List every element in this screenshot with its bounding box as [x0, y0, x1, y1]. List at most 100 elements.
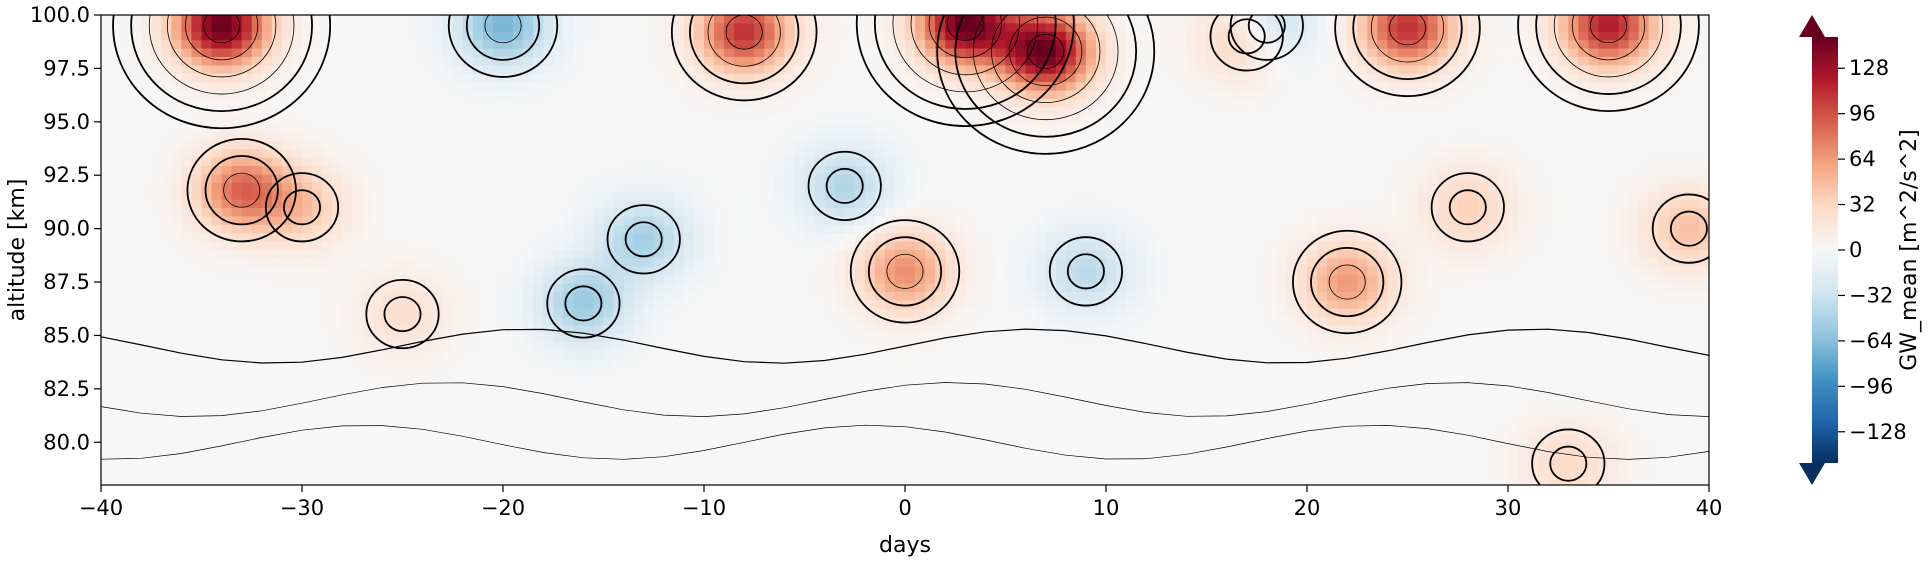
heatmap-cell — [874, 15, 886, 24]
heatmap-cell — [523, 342, 534, 352]
heatmap-cell — [322, 384, 333, 394]
heatmap-cell — [412, 359, 424, 369]
heatmap-cell — [432, 291, 444, 301]
heatmap-cell — [241, 308, 253, 318]
heatmap-cell — [382, 317, 394, 327]
heatmap-cell — [925, 266, 936, 276]
heatmap-cell — [653, 174, 665, 184]
heatmap-cell — [342, 182, 353, 192]
heatmap-cell — [513, 266, 524, 276]
heatmap-cell — [251, 291, 263, 301]
heatmap-cell — [332, 266, 343, 276]
heatmap-cell — [804, 333, 816, 343]
heatmap-cell — [432, 409, 444, 419]
heatmap-cell — [111, 392, 122, 402]
heatmap-cell — [583, 283, 595, 293]
heatmap-cell — [975, 98, 986, 108]
heatmap-cell — [291, 468, 303, 478]
heatmap-cell — [925, 233, 936, 243]
heatmap-cell — [543, 384, 554, 394]
heatmap-cell — [734, 132, 745, 142]
heatmap-cell — [915, 23, 926, 33]
heatmap-cell — [171, 224, 182, 234]
heatmap-cell — [804, 73, 816, 83]
heatmap-cell — [965, 65, 976, 75]
heatmap-cell — [945, 325, 956, 335]
heatmap-cell — [302, 434, 313, 444]
heatmap-cell — [513, 476, 524, 485]
heatmap-cell — [251, 208, 263, 218]
heatmap-cell — [714, 359, 725, 369]
heatmap-cell — [714, 174, 725, 184]
heatmap-cell — [342, 31, 353, 41]
heatmap-cell — [633, 250, 645, 259]
heatmap-cell — [633, 417, 645, 427]
heatmap-cell — [683, 291, 695, 301]
heatmap-cell — [241, 98, 253, 108]
heatmap-cell — [945, 132, 956, 142]
heatmap-cell — [854, 333, 866, 343]
heatmap-cell — [161, 367, 172, 377]
heatmap-cell — [191, 107, 203, 117]
heatmap-cell — [111, 199, 122, 209]
heatmap-cell — [251, 317, 263, 327]
heatmap-cell — [985, 65, 997, 75]
heatmap-cell — [191, 56, 203, 66]
heatmap-cell — [291, 82, 303, 92]
heatmap-cell — [633, 342, 645, 352]
heatmap-cell — [734, 166, 745, 176]
heatmap-cell — [975, 350, 986, 360]
heatmap-cell — [824, 443, 836, 453]
heatmap-cell — [693, 107, 705, 117]
heatmap-cell — [513, 73, 524, 83]
heatmap-cell — [101, 476, 112, 485]
heatmap-cell — [744, 224, 755, 234]
heatmap-cell — [201, 434, 213, 444]
heatmap-cell — [824, 82, 836, 92]
heatmap-cell — [905, 191, 916, 201]
heatmap-cell — [503, 375, 514, 385]
heatmap-cell — [492, 48, 504, 58]
heatmap-cell — [915, 224, 926, 234]
heatmap-cell — [121, 291, 132, 301]
heatmap-cell — [764, 367, 775, 377]
heatmap-cell — [613, 426, 625, 436]
heatmap-cell — [915, 98, 926, 108]
heatmap-cell — [955, 191, 966, 201]
heatmap-cell — [131, 73, 142, 83]
heatmap-cell — [704, 224, 715, 234]
heatmap-cell — [854, 132, 866, 142]
heatmap-cell — [101, 468, 112, 478]
heatmap-cell — [432, 359, 444, 369]
heatmap-cell — [231, 317, 243, 327]
heatmap-cell — [864, 291, 876, 301]
heatmap-cell — [302, 384, 313, 394]
heatmap-cell — [935, 417, 946, 427]
heatmap-cell — [342, 283, 353, 293]
heatmap-cell — [824, 23, 836, 33]
heatmap-cell — [111, 23, 122, 33]
heatmap-cell — [412, 476, 424, 485]
heatmap-cell — [864, 250, 876, 259]
heatmap-cell — [764, 401, 775, 411]
heatmap-cell — [523, 40, 534, 50]
heatmap-cell — [261, 409, 273, 419]
heatmap-cell — [955, 468, 966, 478]
heatmap-cell — [814, 468, 826, 478]
heatmap-cell — [945, 359, 956, 369]
heatmap-cell — [734, 98, 745, 108]
heatmap-cell — [643, 367, 655, 377]
heatmap-cell — [523, 73, 534, 83]
heatmap-cell — [804, 40, 816, 50]
heatmap-cell — [613, 23, 625, 33]
heatmap-cell — [693, 392, 705, 402]
heatmap-cell — [191, 90, 203, 100]
heatmap-cell — [201, 140, 213, 150]
heatmap-cell — [613, 98, 625, 108]
heatmap-cell — [533, 434, 544, 444]
heatmap-cell — [342, 375, 353, 385]
heatmap-cell — [643, 98, 655, 108]
heatmap-cell — [925, 31, 936, 41]
heatmap-cell — [724, 166, 735, 176]
heatmap-cell — [442, 266, 454, 276]
